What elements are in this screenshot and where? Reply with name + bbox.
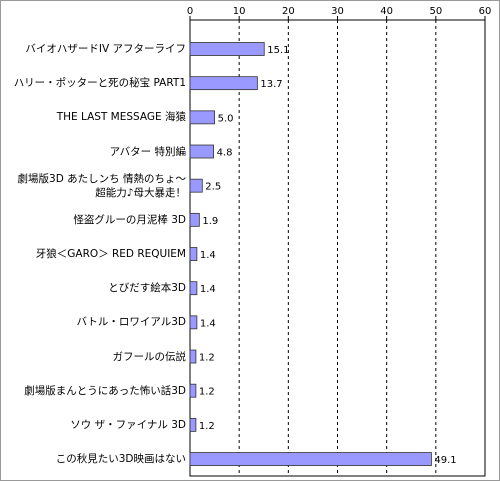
y-tick-label: THE LAST MESSAGE 海猿	[56, 111, 186, 124]
value-label: 4.8	[217, 148, 233, 159]
y-tick-label: ガフールの伝説	[112, 350, 187, 363]
value-label: 15.1	[267, 45, 289, 56]
y-tick-label: この秋見たい3D映画はない	[55, 453, 186, 466]
value-label: 1.4	[200, 318, 216, 329]
bar	[189, 247, 198, 261]
bar	[189, 349, 197, 364]
value-label: 1.2	[199, 421, 215, 432]
x-tick-label: 20	[282, 6, 295, 17]
value-label: 1.4	[200, 284, 216, 295]
y-tick-label: 劇場版まんとうにあった怖い話3D	[24, 384, 186, 397]
value-label: 49.1	[434, 455, 456, 466]
bar	[189, 110, 215, 125]
x-tick-label: 40	[380, 6, 393, 17]
value-label: 1.9	[202, 216, 218, 227]
y-tick-label: とびだす絵本3D	[108, 282, 186, 295]
bar	[189, 315, 198, 330]
value-label: 2.5	[205, 182, 221, 193]
y-tick-label: バイオハザードIV アフターライフ	[25, 43, 186, 55]
bar	[189, 452, 432, 466]
x-tick-label: 50	[429, 6, 442, 17]
x-tick-label: 30	[331, 6, 344, 17]
value-label: 1.2	[199, 387, 215, 398]
x-tick-label: 10	[233, 6, 246, 17]
x-tick-label: 0	[187, 6, 193, 17]
bar	[189, 281, 198, 296]
y-tick-label: ソウ ザ・ファイナル 3D	[70, 418, 186, 431]
value-label: 1.4	[200, 250, 216, 261]
y-tick-label: 牙狼＜GARO＞ RED REQUIEM	[35, 248, 186, 261]
value-label: 1.2	[199, 353, 215, 364]
x-tick-label: 60	[479, 6, 492, 17]
bar	[189, 212, 200, 227]
y-tick-label: バトル・ロワイアル3D	[76, 316, 186, 329]
y-tick-label: 劇場版3D あたしンち 情熱のちょ〜 超能力♪母大暴走！	[17, 172, 186, 199]
bar	[189, 417, 197, 432]
y-tick-label: 怪盗グルーの月泥棒 3D	[73, 213, 186, 226]
y-tick-label: ハリー・ポッターと死の秘宝 PART1	[13, 77, 186, 90]
y-tick-label: アバター 特別編	[109, 145, 186, 158]
bar	[189, 178, 203, 193]
value-label: 5.0	[218, 113, 234, 124]
bar	[189, 42, 265, 56]
bar	[189, 76, 258, 91]
value-label: 13.7	[260, 79, 282, 90]
bar	[189, 144, 215, 159]
bar	[189, 383, 197, 398]
